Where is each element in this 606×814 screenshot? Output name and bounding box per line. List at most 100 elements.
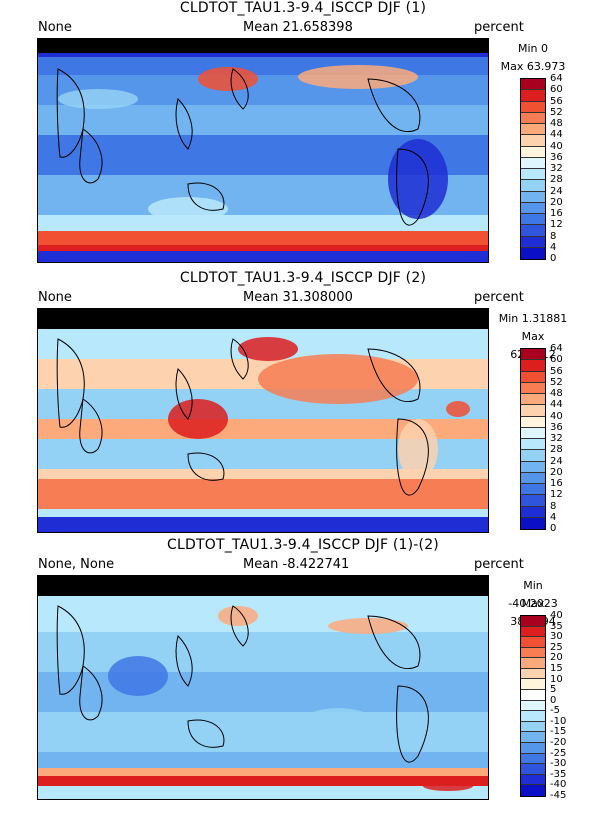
colorbar-tick-label: 8 [550,500,557,512]
colorbar-tick-label: -45 [550,790,567,801]
colorbar-tick-label: 20 [550,466,563,478]
colorbar-tick-label: -30 [550,758,567,770]
colorbar-tick-label: 32 [550,163,563,174]
colorbar-swatch [521,382,545,394]
colorbar-tick-label: 40 [550,140,563,152]
colorbar-tick-label: 24 [550,185,563,197]
colorbar-swatch [521,753,545,765]
max-label: Max 63.973 [500,60,566,73]
colorbar-swatch [521,225,545,237]
colorbar-tick-label: 30 [550,631,563,643]
colorbar-swatch [521,405,545,417]
colorbar-tick-label: 16 [550,208,563,219]
colorbar-swatch [521,637,545,648]
colorbar-tick-label: 56 [550,365,563,377]
colorbar-swatch [521,180,545,192]
colorbar-tick-label: 4 [550,511,557,523]
colorbar-swatch [521,416,545,428]
colorbar-tick-label: 44 [550,129,563,141]
colorbar-tick-label: 24 [550,455,563,467]
colorbar-tick-label: 52 [550,376,563,388]
colorbar-tick-label: 64 [550,73,563,84]
colorbar-swatch [521,360,545,372]
colorbar-swatch [521,785,545,796]
colorbar-tick-label: -5 [550,705,560,717]
colorbar-tick-label: 28 [550,174,563,186]
colorbar-swatch [521,658,545,669]
colorbar-swatch [521,247,545,259]
colorbar-swatch [521,647,545,659]
colorbar-tick-label: 60 [550,84,563,96]
panel-title: CLDTOT_TAU1.3-9.4_ISCCP DJF (1)-(2) [167,537,439,553]
colorbar-tick-label: 12 [550,219,563,231]
colorbar [520,348,546,530]
colorbar-swatch [521,616,545,627]
min-label: Min 0 [517,42,548,55]
colorbar-swatch [521,439,545,451]
mean-label: Mean 31.308000 [243,290,353,305]
colorbar-tick-label: 64 [550,343,563,354]
colorbar-tick-label: 35 [550,620,563,632]
colorbar-swatch [521,112,545,124]
colorbar-tick-label: 48 [550,118,563,129]
colorbar-tick-label: 56 [550,95,563,107]
colorbar-tick-label: 20 [550,652,563,664]
colorbar-tick-label: 10 [550,673,563,685]
colorbar-tick-label: 32 [550,433,563,444]
map-plot [37,308,489,533]
colorbar-tick-label: -40 [550,779,567,791]
colorbar-swatch [521,90,545,102]
colorbar-swatch [521,764,545,775]
map-panel-2: CLDTOT_TAU1.3-9.4_ISCCP DJF (2) None Mea… [0,270,606,540]
colorbar-tick-label: 36 [550,421,563,433]
colorbar-swatch [521,124,545,136]
colorbar-swatch [521,774,545,786]
left-label: None [38,290,72,305]
colorbar-tick-label: 16 [550,478,563,489]
left-label: None [38,20,72,35]
colorbar-tick-label: 44 [550,399,563,411]
colorbar-swatch [521,427,545,439]
colorbar-tick-label: 0 [550,523,557,534]
colorbar-swatch [521,690,545,701]
colorbar-swatch [521,157,545,169]
colorbar-swatch [521,484,545,496]
colorbar-tick-label: 15 [550,662,563,674]
colorbar-swatch [521,506,545,518]
colorbar-tick-label: 20 [550,196,563,208]
colorbar-swatch [521,101,545,113]
colorbar-swatch [521,394,545,406]
map-panel-3: CLDTOT_TAU1.3-9.4_ISCCP DJF (1)-(2) None… [0,537,606,807]
colorbar-swatch [521,79,545,91]
colorbar-tick-label: 28 [550,444,563,456]
colorbar-swatch [521,700,545,712]
colorbar-tick-label: 5 [550,684,557,696]
units-label: percent [474,557,524,572]
left-label: None, None [38,557,115,572]
map-plot [37,38,489,263]
colorbar [520,615,546,797]
colorbar-tick-label: -35 [550,768,567,780]
panel-title: CLDTOT_TAU1.3-9.4_ISCCP DJF (2) [179,270,427,286]
colorbar-swatch [521,711,545,722]
colorbar-swatch [521,450,545,462]
colorbar-swatch [521,626,545,638]
colorbar-swatch [521,495,545,507]
colorbar-tick-label: 60 [550,354,563,366]
colorbar-tick-label: 36 [550,151,563,163]
mean-label: Mean 21.658398 [243,20,353,35]
colorbar-swatch [521,146,545,158]
colorbar-swatch [521,517,545,529]
colorbar-swatch [521,679,545,691]
colorbar-swatch [521,169,545,181]
colorbar-tick-label: 48 [550,388,563,399]
colorbar-swatch [521,236,545,248]
panel-title: CLDTOT_TAU1.3-9.4_ISCCP DJF (1) [179,0,427,16]
map-panel-1: CLDTOT_TAU1.3-9.4_ISCCP DJF (1) None Mea… [0,0,606,270]
colorbar-tick-label: 52 [550,106,563,118]
colorbar-swatch [521,371,545,383]
colorbar-swatch [521,721,545,733]
colorbar-swatch [521,214,545,226]
colorbar-swatch [521,732,545,743]
colorbar-tick-label: 0 [550,694,557,706]
